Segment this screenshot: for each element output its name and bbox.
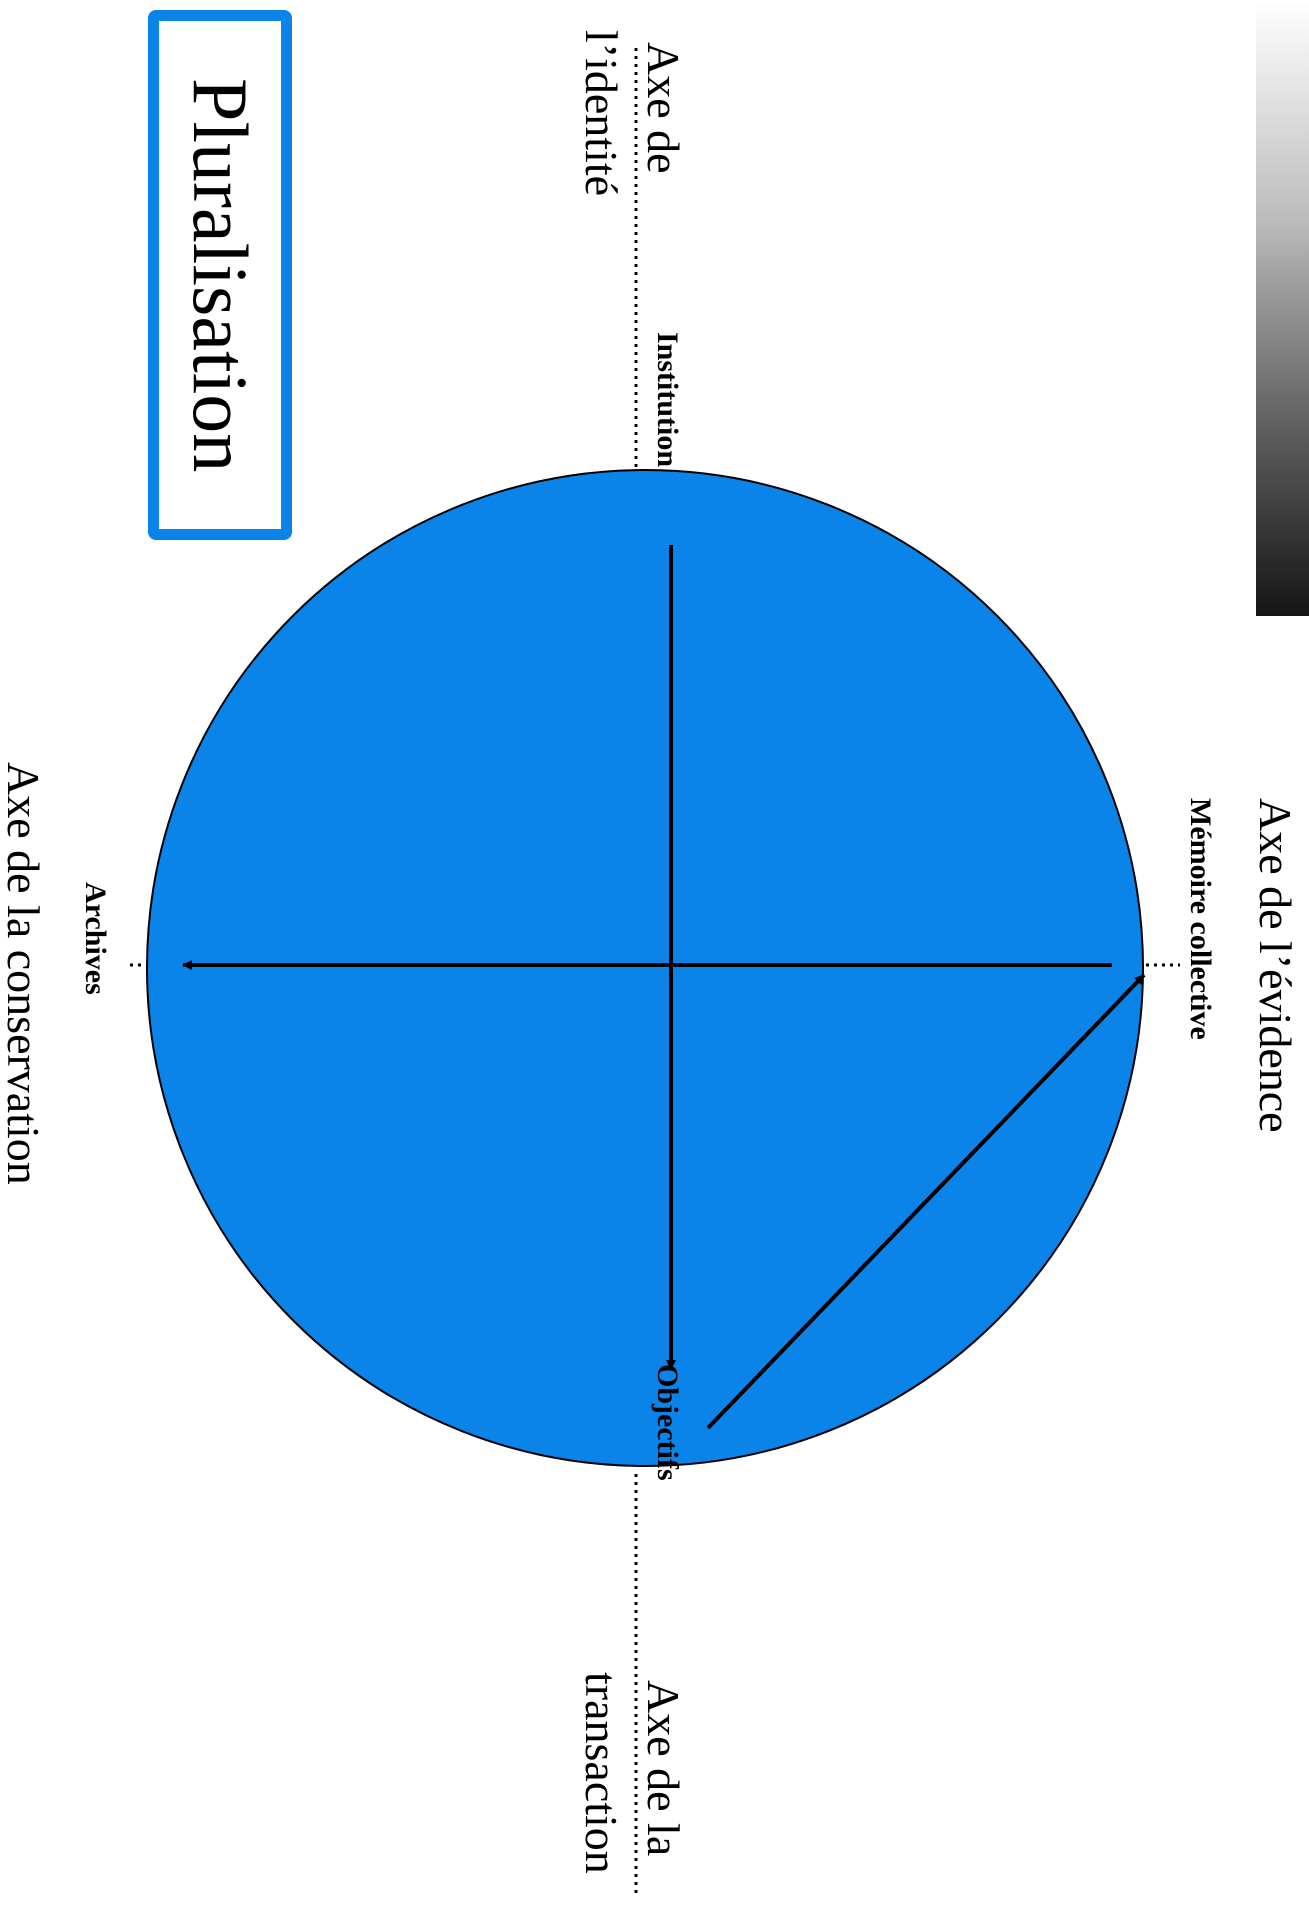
transaction-axis-label-line2: transaction bbox=[576, 1672, 627, 1874]
pole-archives: Archives bbox=[79, 882, 112, 995]
continuum-circle bbox=[146, 469, 1144, 1467]
identity-axis-label-line2: l’identité bbox=[576, 30, 627, 197]
diagram-title: Pluralisation bbox=[177, 77, 264, 473]
arrow-objectifs-to-memoire bbox=[706, 973, 1146, 1430]
pole-memoire-collective: Mémoire collective bbox=[1184, 798, 1217, 1040]
title-box: Pluralisation bbox=[148, 10, 292, 540]
pole-institution: Institution bbox=[651, 332, 684, 468]
transaction-axis-label-line1: Axe de la bbox=[638, 1680, 689, 1857]
evidence-axis-label: Axe de l’évidence bbox=[1250, 798, 1301, 1133]
conservation-axis-label: Axe de la conservation bbox=[0, 762, 49, 1185]
pole-objectifs: Objectifs bbox=[651, 1364, 684, 1481]
identity-axis-label-line1: Axe de bbox=[638, 42, 689, 174]
gradient-bar bbox=[1256, 0, 1309, 616]
